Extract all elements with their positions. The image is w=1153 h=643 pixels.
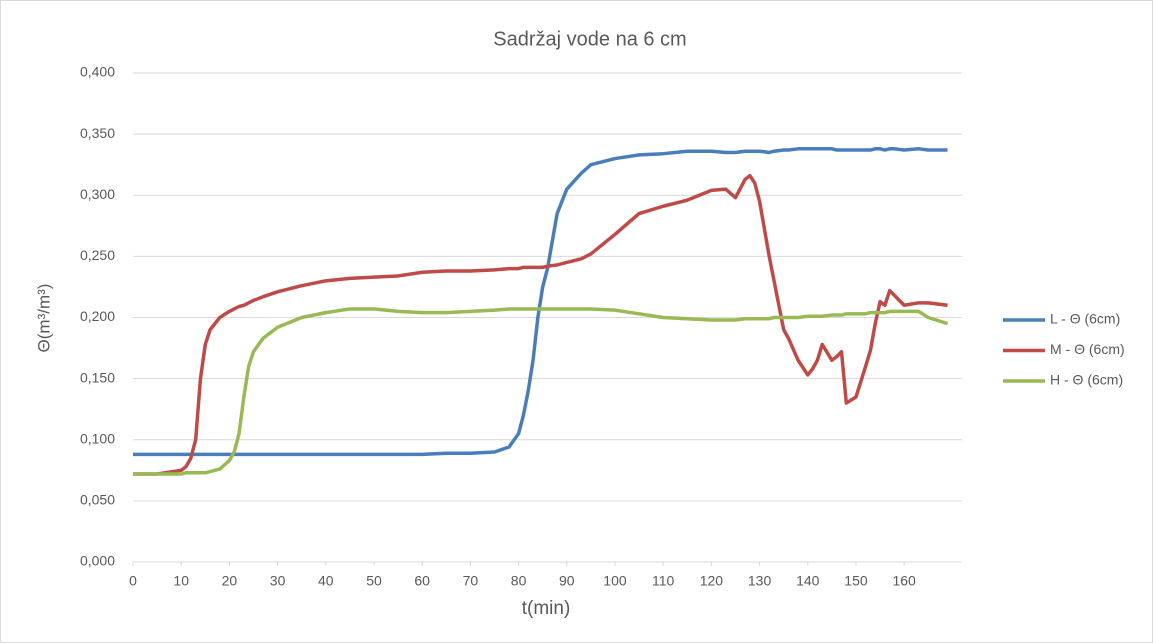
x-tick-label: 0 (129, 573, 137, 589)
y-tick-label: 0,350 (80, 125, 115, 141)
x-tick-label: 10 (173, 573, 189, 589)
legend-label: L - Θ (6cm) (1050, 311, 1120, 327)
y-tick-label: 0,150 (80, 369, 115, 385)
x-tick-label: 50 (366, 573, 382, 589)
y-tick-label: 0,050 (80, 492, 115, 508)
chart-title: Sadržaj vode na 6 cm (493, 28, 686, 50)
x-tick-label: 130 (748, 573, 772, 589)
series-line (133, 147, 948, 457)
y-tick-label: 0,400 (80, 64, 115, 80)
x-tick-label: 120 (700, 573, 724, 589)
x-tick-label: 160 (892, 573, 916, 589)
y-tick-label: 0,200 (80, 308, 115, 324)
legend-label: H - Θ (6cm) (1050, 372, 1123, 388)
y-tick-label: 0,100 (80, 430, 115, 446)
y-tick-label: 0,300 (80, 186, 115, 202)
x-tick-label: 150 (844, 573, 868, 589)
x-tick-label: 20 (222, 573, 238, 589)
x-tick-label: 100 (603, 573, 627, 589)
x-tick-label: 90 (559, 573, 575, 589)
x-tick-label: 110 (652, 573, 675, 589)
x-tick-label: 60 (414, 573, 430, 589)
series-line (133, 173, 948, 476)
legend-label: M - Θ (6cm) (1050, 341, 1125, 357)
x-tick-label: 140 (796, 573, 820, 589)
x-tick-label: 70 (463, 573, 479, 589)
y-tick-label: 0,250 (80, 247, 115, 263)
x-tick-label: 80 (511, 573, 527, 589)
series-line (133, 307, 949, 476)
x-tick-label: 40 (318, 573, 334, 589)
x-axis-label: t(min) (522, 598, 571, 619)
y-axis-label: Θ(m³/m³) (34, 284, 53, 353)
y-tick-label: 0,000 (80, 553, 115, 569)
x-tick-label: 30 (270, 573, 286, 589)
